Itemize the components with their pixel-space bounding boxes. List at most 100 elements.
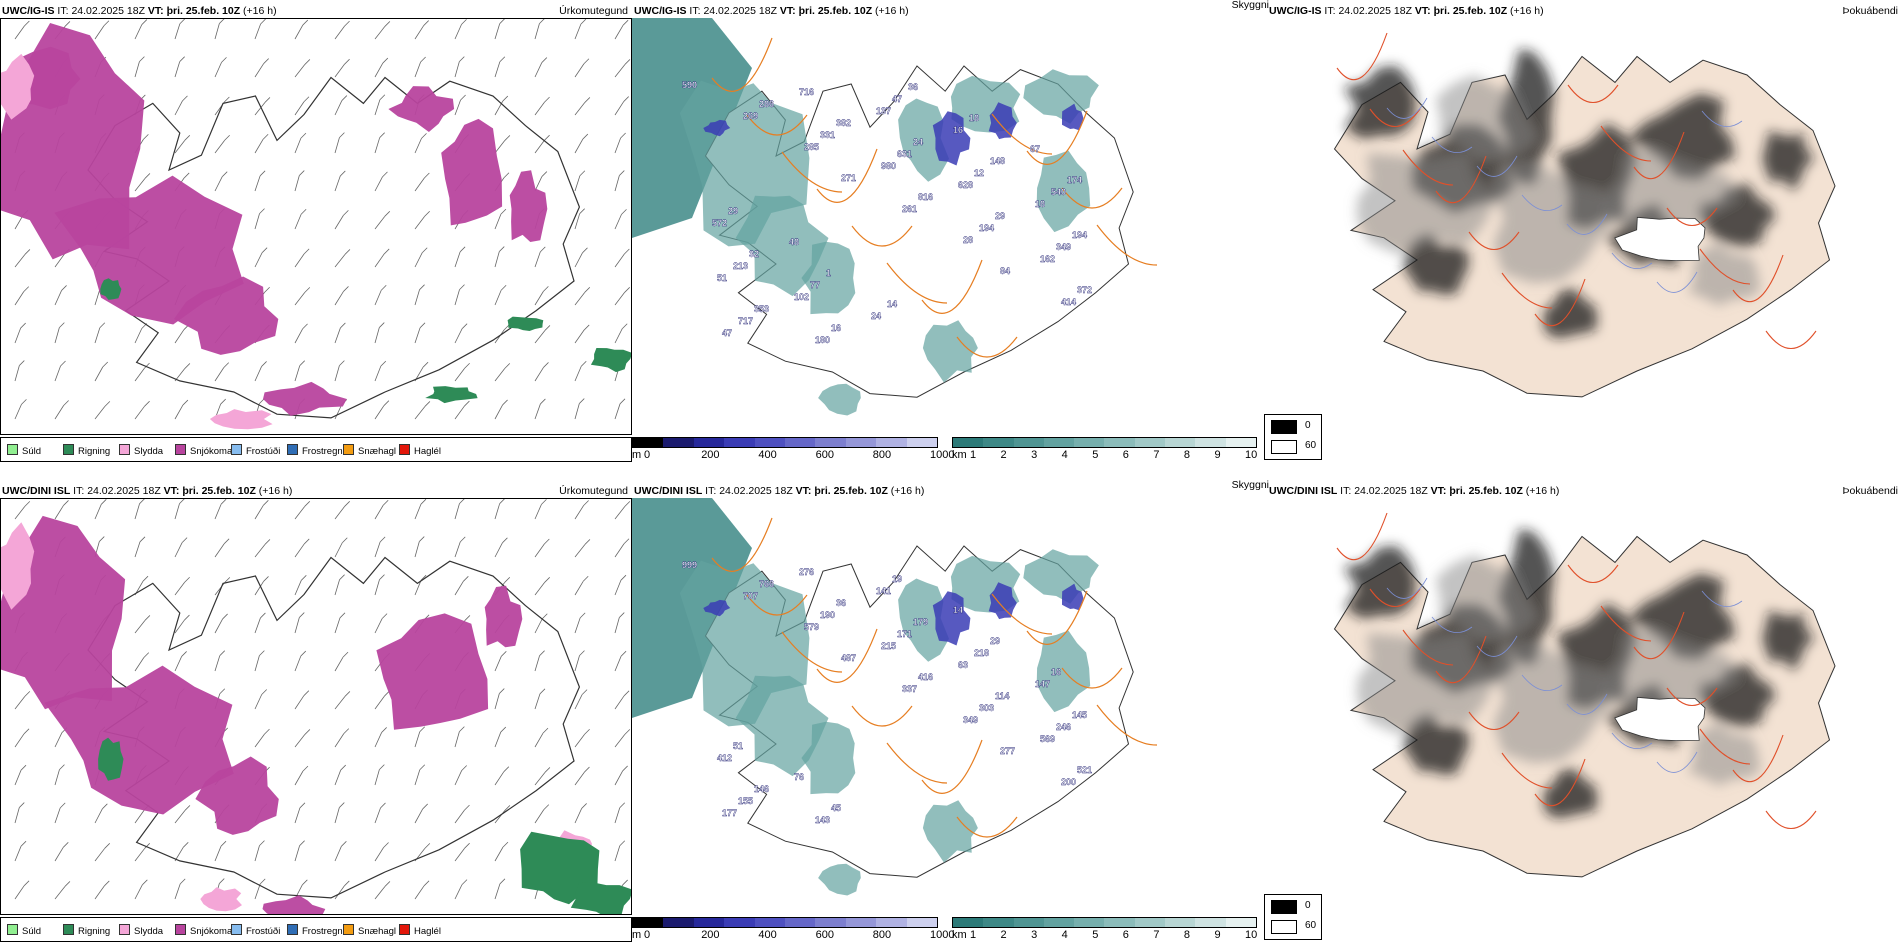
wind-barb-flag: [583, 58, 590, 65]
wind-barb: [254, 252, 263, 268]
legend-swatch: [231, 444, 242, 455]
wind-barb: [14, 404, 22, 420]
wind-barb: [134, 809, 145, 824]
wind-barb-flag: [584, 728, 590, 735]
precip-map-svg: [1, 19, 631, 430]
panel-title: UWC/DINI ISL IT: 24.02.2025 18Z VT: þri.…: [634, 485, 925, 497]
wind-barb-flag: [421, 247, 428, 254]
wind-barb: [534, 291, 544, 306]
cloud-base-label: 18: [1035, 199, 1045, 209]
wind-barb: [494, 883, 501, 900]
wind-barb: [574, 252, 583, 268]
wind-barb: [134, 541, 141, 558]
wind-barb-flag: [304, 501, 311, 507]
cloud-base-label: 382: [836, 118, 851, 128]
wind-barb-flag: [259, 208, 265, 214]
road-line: [1026, 110, 1088, 165]
river-line: [1476, 635, 1518, 657]
wind-barb: [134, 884, 143, 900]
wind-barb-flag: [179, 878, 186, 885]
wind-barb: [614, 807, 621, 824]
wind-barb-flag: [339, 132, 345, 138]
wind-barb: [494, 731, 502, 748]
wind-barb: [294, 137, 302, 154]
wind-barb: [494, 368, 506, 382]
legend-label: Snjókoma: [190, 446, 233, 457]
road-line: [851, 705, 913, 727]
panel-type-label: Þokuábendi: [1842, 5, 1898, 17]
wind-barb-flag: [500, 726, 507, 733]
fog-map-svg: [1333, 512, 1836, 878]
road-line: [1501, 752, 1553, 789]
wind-barb: [614, 175, 620, 192]
wind-barb: [574, 23, 582, 40]
legend-swatch: [287, 924, 298, 935]
wind-barb-flag: [224, 134, 230, 141]
snowfall-area: [263, 381, 347, 416]
wind-barb: [334, 25, 345, 40]
wind-barb-flag: [219, 688, 226, 695]
colorbar-tick: 6: [1122, 449, 1129, 461]
wind-barb: [294, 543, 305, 558]
wind-barb: [414, 808, 424, 824]
wind-barb-flag: [619, 840, 626, 847]
sleet-area: [1, 53, 35, 120]
legend-swatch: [399, 444, 410, 455]
wind-barb: [374, 769, 380, 786]
cloud-base-label: 51: [717, 273, 727, 283]
wind-barb-flag: [179, 56, 185, 62]
wind-barb: [534, 251, 541, 268]
wind-barb-flag: [382, 499, 389, 506]
wind-barb-flag: [504, 577, 511, 583]
wind-barb-flag: [419, 284, 425, 290]
wind-barb-flag: [461, 879, 468, 885]
wind-barb-flag: [623, 690, 630, 697]
legend-label: 60: [1305, 920, 1317, 931]
fog-area: [1356, 633, 1496, 735]
fog-area: [1343, 65, 1416, 139]
colorbar-tick: 800: [872, 449, 892, 461]
wind-barb: [334, 579, 340, 596]
colorbar-tick: 1: [970, 929, 977, 941]
wind-barb-flag: [220, 840, 227, 847]
wind-barb-flag: [344, 501, 351, 507]
wind-barb: [414, 252, 423, 268]
wind-barb-flag: [464, 400, 470, 407]
rain-area: [570, 882, 631, 914]
road-line: [1096, 224, 1158, 266]
road-line: [746, 594, 808, 616]
colorbar-visibility: [952, 917, 1257, 928]
colorbar-step: [1195, 438, 1226, 447]
wind-barb-flag: [624, 286, 630, 293]
river-line: [1521, 194, 1563, 212]
wind-barb: [574, 544, 586, 558]
wind-barb-flag: [340, 764, 347, 771]
wind-barb-flag: [260, 19, 266, 25]
wind-barb: [174, 140, 186, 154]
wind-barb: [454, 503, 460, 520]
wind-barb: [294, 807, 301, 824]
wind-barb: [574, 102, 586, 116]
rain-area: [507, 316, 544, 331]
cloud-base-label: 148: [990, 156, 1005, 166]
wind-barb-flag: [304, 729, 311, 735]
wind-barb-flag: [302, 19, 309, 26]
road-line: [991, 593, 1053, 635]
wind-barb: [54, 365, 61, 382]
colorbar-step: [1074, 918, 1105, 927]
wind-barb: [614, 580, 622, 596]
high-terrain-area: [703, 119, 731, 137]
cloud-base-label: 285: [804, 142, 819, 152]
wind-barb: [174, 810, 186, 824]
wind-barb-flag: [464, 362, 470, 369]
wind-barb: [14, 214, 24, 230]
wind-barb-flag: [383, 400, 390, 406]
wind-barb: [94, 25, 105, 40]
wind-barb-flag: [264, 97, 271, 103]
wind-barb-flag: [264, 728, 270, 735]
wind-barb: [334, 100, 343, 116]
wind-barb: [494, 140, 506, 154]
wind-barb: [94, 808, 103, 824]
wind-barb-flag: [219, 19, 225, 24]
colorbar-step: [663, 438, 694, 447]
